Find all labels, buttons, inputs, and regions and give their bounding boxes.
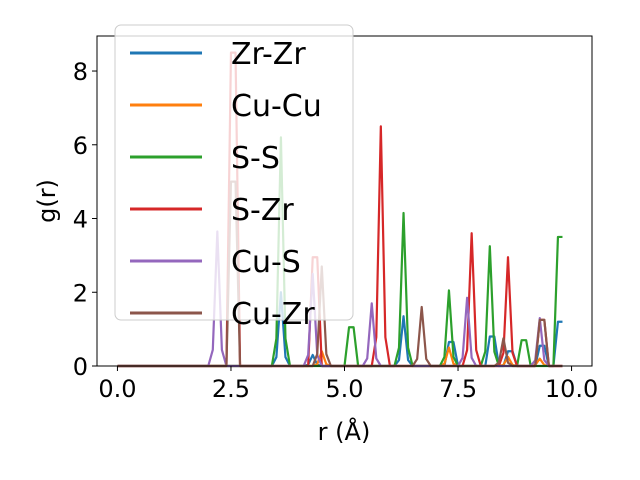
y-tick-label: 8	[73, 58, 88, 86]
x-axis-ticks: 0.0 2.5 5.0 7.5 10.0	[98, 366, 598, 403]
legend-label: Cu-Zr	[231, 297, 315, 332]
y-tick-label: 0	[73, 353, 88, 381]
x-tick-label: 2.5	[212, 375, 250, 403]
x-tick-label: 5.0	[325, 375, 363, 403]
y-axis-label: g(r)	[33, 179, 61, 223]
legend-label: Cu-Cu	[231, 89, 322, 124]
legend: Zr-Zr Cu-Cu S-S S-Zr Cu-S Cu-Zr	[114, 24, 354, 332]
y-tick-label: 6	[73, 132, 88, 160]
legend-label: Cu-S	[231, 245, 301, 280]
legend-box	[114, 24, 354, 321]
y-axis-ticks: 0 2 4 6 8	[73, 58, 97, 381]
legend-label: S-S	[231, 141, 280, 176]
x-tick-label: 7.5	[439, 375, 477, 403]
x-tick-label: 10.0	[545, 375, 598, 403]
x-axis-label: r (Å)	[318, 417, 371, 446]
y-tick-label: 2	[73, 279, 88, 307]
legend-label: Zr-Zr	[231, 37, 306, 72]
legend-label: S-Zr	[231, 193, 294, 228]
y-tick-label: 4	[73, 206, 88, 234]
x-tick-label: 0.0	[98, 375, 136, 403]
